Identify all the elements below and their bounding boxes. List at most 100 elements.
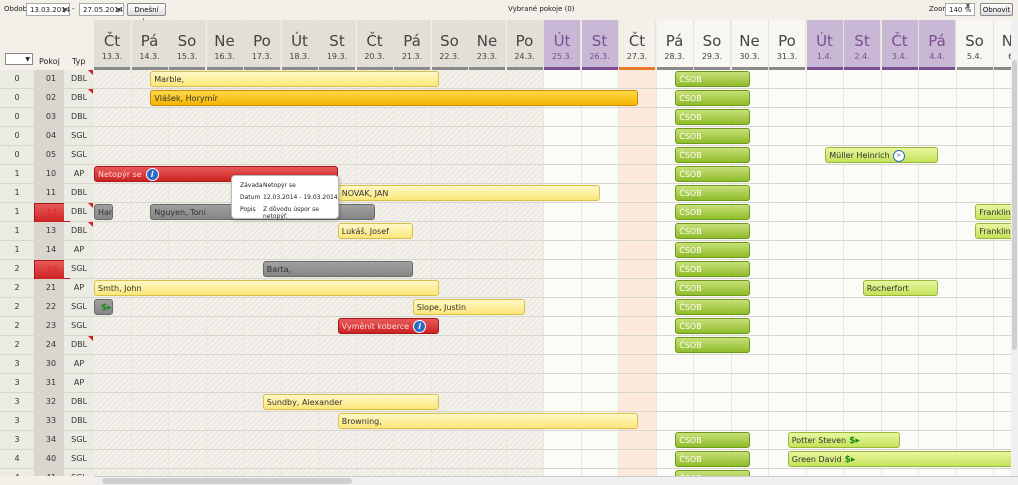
reservation-block[interactable]: NOVAK, JAN	[337, 185, 601, 201]
reservation-block[interactable]: Rocherfort	[862, 280, 938, 296]
csob-block[interactable]: ČSOB	[675, 280, 751, 296]
room-number-cell[interactable]: 24	[34, 336, 68, 354]
csob-block[interactable]: ČSOB	[675, 147, 751, 163]
room-number-cell[interactable]: 10	[34, 165, 68, 183]
csob-block[interactable]: ČSOB	[675, 223, 751, 239]
room-number-cell[interactable]: 40	[34, 450, 68, 468]
room-number-cell[interactable]: 33	[34, 412, 68, 430]
day-column[interactable]	[544, 70, 582, 476]
room-number-cell[interactable]: 03	[34, 108, 68, 126]
reservation-block[interactable]: Green David $▸	[787, 451, 1018, 467]
room-number-cell[interactable]: 31	[34, 374, 68, 392]
reservation-block[interactable]: Vyměnit koberce i	[337, 318, 439, 334]
day-column[interactable]	[581, 70, 619, 476]
csob-block[interactable]: ČSOB	[675, 242, 751, 258]
chevron-down-icon: ▼	[116, 7, 121, 14]
day-column[interactable]	[919, 70, 957, 476]
room-number-cell[interactable]: 21	[34, 279, 68, 297]
day-column[interactable]	[769, 70, 807, 476]
csob-block[interactable]: ČSOB	[675, 204, 751, 220]
scroll-thumb[interactable]	[102, 478, 352, 484]
room-number-cell[interactable]: 13	[34, 222, 68, 240]
day-column[interactable]	[844, 70, 882, 476]
csob-block[interactable]: ČSOB	[675, 470, 751, 476]
reservation-block[interactable]: Franklin	[975, 204, 1018, 220]
csob-block[interactable]: ČSOB	[675, 337, 751, 353]
csob-block[interactable]: ČSOB	[675, 109, 751, 125]
day-column[interactable]	[169, 70, 207, 476]
day-column-header: Pá 21.3.	[394, 20, 431, 70]
room-number-cell[interactable]: 22	[34, 298, 68, 316]
zoom-spinner[interactable]: ▲ ▼	[966, 3, 973, 16]
day-column[interactable]	[956, 70, 994, 476]
room-number-cell[interactable]: 04	[34, 127, 68, 145]
horizontal-scrollbar[interactable]	[94, 476, 1018, 485]
csob-block[interactable]: ČSOB	[675, 318, 751, 334]
payment-icon[interactable]: $▸	[101, 303, 112, 313]
room-number-cell[interactable]: 05	[34, 146, 68, 164]
arrow-right-icon[interactable]: >	[892, 149, 905, 162]
spinner-down-icon[interactable]: ▼	[966, 3, 970, 9]
reservation-block[interactable]: Har	[94, 204, 113, 220]
info-icon[interactable]: i	[145, 168, 159, 181]
day-date: 13.3.	[101, 52, 123, 61]
room-number-cell[interactable]: 32	[34, 393, 68, 411]
refresh-button[interactable]: Obnovit	[980, 3, 1013, 16]
reservation-block[interactable]: Vlášek, Horymír	[150, 90, 638, 106]
room-number-cell[interactable]: 11	[34, 184, 68, 202]
reservation-block[interactable]: Marble,	[150, 71, 439, 87]
reservation-label: ČSOB	[679, 170, 702, 179]
reservation-block[interactable]: Müller Heinrich >	[825, 147, 938, 163]
defect-tooltip: Závada Netopýr se Datum 12.03.2014 - 19.…	[231, 175, 339, 220]
csob-block[interactable]: ČSOB	[675, 71, 751, 87]
day-column[interactable]	[506, 70, 544, 476]
reservation-block[interactable]: Slope, Justin	[412, 299, 526, 315]
reservation-block[interactable]: Franklin	[975, 223, 1018, 239]
reservation-block[interactable]: Sundby, Alexander	[262, 394, 439, 410]
day-column[interactable]	[881, 70, 919, 476]
room-number-cell[interactable]: 41	[34, 469, 68, 476]
csob-block[interactable]: ČSOB	[675, 261, 751, 277]
room-number-cell[interactable]: 23	[34, 317, 68, 335]
vertical-scrollbar[interactable]	[1011, 20, 1018, 476]
day-column-header: Čt 13.3.	[94, 20, 131, 70]
day-date: 25.3.	[551, 52, 573, 61]
csob-block[interactable]: ČSOB	[675, 185, 751, 201]
floor-filter-select[interactable]: ▼	[5, 53, 33, 65]
reservation-block[interactable]: Barta,	[262, 261, 413, 277]
payment-icon[interactable]: $▸	[844, 455, 856, 465]
date-from-picker[interactable]: 13.03.2014 ▼	[26, 3, 70, 16]
day-column[interactable]	[94, 70, 132, 476]
csob-block[interactable]: ČSOB	[675, 299, 751, 315]
room-number-cell[interactable]: 34	[34, 431, 68, 449]
csob-block[interactable]: ČSOB	[675, 432, 751, 448]
reservation-block[interactable]: Browning,	[337, 413, 638, 429]
day-column[interactable]	[206, 70, 244, 476]
csob-block[interactable]: ČSOB	[675, 166, 751, 182]
room-number-cell[interactable]: 01	[34, 70, 68, 88]
csob-block[interactable]: ČSOB	[675, 90, 751, 106]
day-indicator	[731, 67, 768, 70]
csob-block[interactable]: ČSOB	[675, 451, 751, 467]
reservation-block[interactable]: Smth, John	[94, 280, 439, 296]
info-icon[interactable]: i	[413, 320, 427, 333]
day-column[interactable]	[469, 70, 507, 476]
day-indicator	[206, 67, 243, 70]
today-button[interactable]: Dnešní den	[127, 3, 166, 26]
spinner-up-icon[interactable]: ▲	[966, 3, 970, 9]
day-column[interactable]	[806, 70, 844, 476]
payment-icon[interactable]: $▸	[849, 436, 860, 446]
reservation-block[interactable]: Potter Steven $▸	[787, 432, 901, 448]
date-to-picker[interactable]: 27.05.2014 ▼	[79, 3, 124, 16]
room-number-cell[interactable]: 30	[34, 355, 68, 373]
csob-block[interactable]: ČSOB	[675, 128, 751, 144]
day-name: St	[854, 32, 870, 50]
room-number-cell[interactable]: 14	[34, 241, 68, 259]
day-column[interactable]	[131, 70, 169, 476]
scroll-thumb[interactable]	[1012, 60, 1017, 350]
reservation-block[interactable]: Lukáš, Josef	[337, 223, 413, 239]
day-column[interactable]	[619, 70, 657, 476]
room-number-cell[interactable]: 02	[34, 89, 68, 107]
reservation-block[interactable]: $▸	[94, 299, 113, 315]
zoom-input[interactable]: 140 %	[945, 3, 975, 16]
